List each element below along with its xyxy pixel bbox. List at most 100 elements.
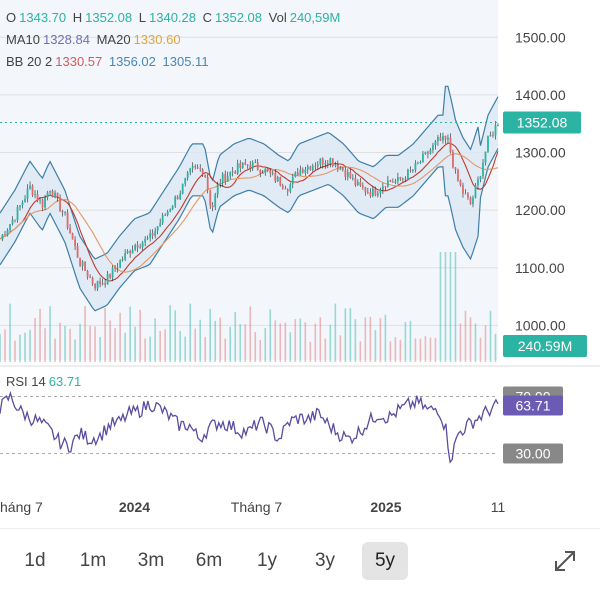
candle-body	[427, 151, 429, 154]
candle-body	[166, 211, 169, 216]
candle-body	[462, 185, 464, 194]
volume-bar	[174, 310, 176, 362]
candle-body	[129, 251, 132, 254]
volume-bar	[289, 332, 292, 362]
volume-bar	[39, 308, 41, 362]
candle-body	[154, 230, 157, 236]
candle-body	[209, 190, 212, 206]
candle-body	[216, 184, 219, 195]
volume-label: Vol	[268, 10, 287, 25]
candle-body	[201, 169, 204, 175]
candle-body	[71, 233, 74, 240]
volume-bar	[129, 306, 131, 362]
volume-bar	[414, 338, 417, 362]
volume-bar	[449, 252, 452, 362]
volume-bar	[494, 333, 497, 362]
volume-bar	[409, 320, 412, 362]
candle-body	[472, 197, 474, 205]
timeframe-6m-button[interactable]: 6m	[186, 542, 232, 580]
candle-body	[66, 212, 69, 228]
candle-body	[204, 174, 207, 178]
volume-bar	[154, 318, 156, 362]
candle-body	[106, 274, 109, 285]
volume-bar	[444, 252, 447, 362]
candle-body	[139, 247, 142, 249]
volume-bar	[309, 341, 312, 362]
candle-body	[226, 176, 229, 182]
volume-bar	[389, 341, 392, 362]
ma10-label: MA10	[6, 32, 40, 47]
candle-body	[264, 168, 267, 173]
candle-body	[281, 185, 284, 189]
volume-bar	[24, 332, 26, 362]
timeframe-1m-button[interactable]: 1m	[70, 542, 116, 580]
candle-body	[412, 170, 414, 171]
volume-bar	[314, 323, 317, 362]
candle-body	[319, 158, 322, 165]
volume-bar	[244, 324, 247, 362]
candle-body	[211, 205, 214, 208]
volume-bar	[269, 309, 272, 362]
candle-body	[336, 164, 339, 170]
candle-body	[284, 188, 287, 190]
candle-body	[76, 246, 79, 258]
candle-body	[116, 267, 119, 269]
candle-body	[339, 167, 342, 170]
volume-bar	[394, 337, 397, 362]
price-tick-label: 1100.00	[515, 260, 565, 276]
timeframe-1d-button[interactable]: 1d	[12, 542, 58, 580]
expand-arrows-icon[interactable]	[550, 546, 580, 576]
candle-body	[271, 172, 274, 174]
volume-bar	[284, 322, 287, 362]
volume-bar	[114, 328, 116, 362]
legend-rsi: RSI 14 63.71	[6, 374, 84, 389]
timeframe-3m-button[interactable]: 3m	[128, 542, 174, 580]
candle-body	[249, 164, 252, 169]
candle-body	[276, 177, 279, 182]
candle-body	[79, 257, 81, 267]
candle-body	[141, 242, 144, 248]
volume-bar	[204, 337, 207, 362]
price-tick-label: 1000.00	[515, 317, 566, 333]
candle-body	[442, 135, 444, 141]
bb-label: BB 20 2	[6, 54, 53, 69]
candle-body	[429, 150, 432, 154]
bb-lower-line	[0, 148, 499, 312]
volume-bar	[359, 341, 362, 362]
open-label: O	[6, 10, 17, 25]
candle-body	[196, 167, 199, 169]
volume-bar	[89, 325, 91, 362]
rsi-value-tag	[503, 395, 563, 416]
candle-body	[331, 158, 334, 166]
candle-body	[206, 177, 209, 191]
candle-body	[134, 244, 137, 250]
candle-body	[274, 172, 277, 182]
volume-value: 240,59M	[289, 10, 341, 25]
candle-body	[492, 134, 494, 136]
candle-body	[402, 178, 404, 180]
candle-body	[94, 283, 96, 289]
candle-body	[49, 190, 51, 193]
candle-body	[439, 137, 442, 141]
low-value: 1340.28	[149, 10, 196, 25]
candle-body	[266, 168, 269, 171]
volume-bar	[274, 320, 277, 362]
candle-body	[334, 164, 337, 166]
candle-body	[51, 190, 54, 198]
volume-bar	[159, 330, 161, 362]
price-chart[interactable]: 1500.00 1400.00 1300.00 1200.00 1100.00 1000.…	[0, 0, 600, 520]
ma10-line	[0, 142, 499, 282]
candle-body	[89, 277, 91, 278]
timeframe-5y-button[interactable]: 5y	[362, 542, 408, 580]
volume-bar	[439, 252, 442, 362]
candle-body	[99, 280, 102, 285]
candle-body	[14, 219, 16, 221]
candle-body	[482, 162, 484, 177]
timeframe-3y-button[interactable]: 3y	[302, 542, 348, 580]
volume-bar	[354, 319, 357, 362]
candle-body	[199, 168, 202, 170]
volume-bar	[294, 319, 297, 362]
candle-body	[181, 183, 184, 194]
timeframe-1y-button[interactable]: 1y	[244, 542, 290, 580]
